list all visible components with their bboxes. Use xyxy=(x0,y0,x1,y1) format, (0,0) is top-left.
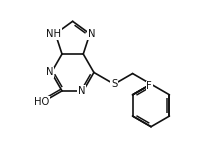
Text: HO: HO xyxy=(34,96,49,107)
Text: F: F xyxy=(146,81,152,91)
Text: N: N xyxy=(88,29,96,39)
Text: S: S xyxy=(111,79,117,89)
Text: N: N xyxy=(46,67,53,77)
Text: NH: NH xyxy=(46,29,61,39)
Text: N: N xyxy=(78,86,85,96)
